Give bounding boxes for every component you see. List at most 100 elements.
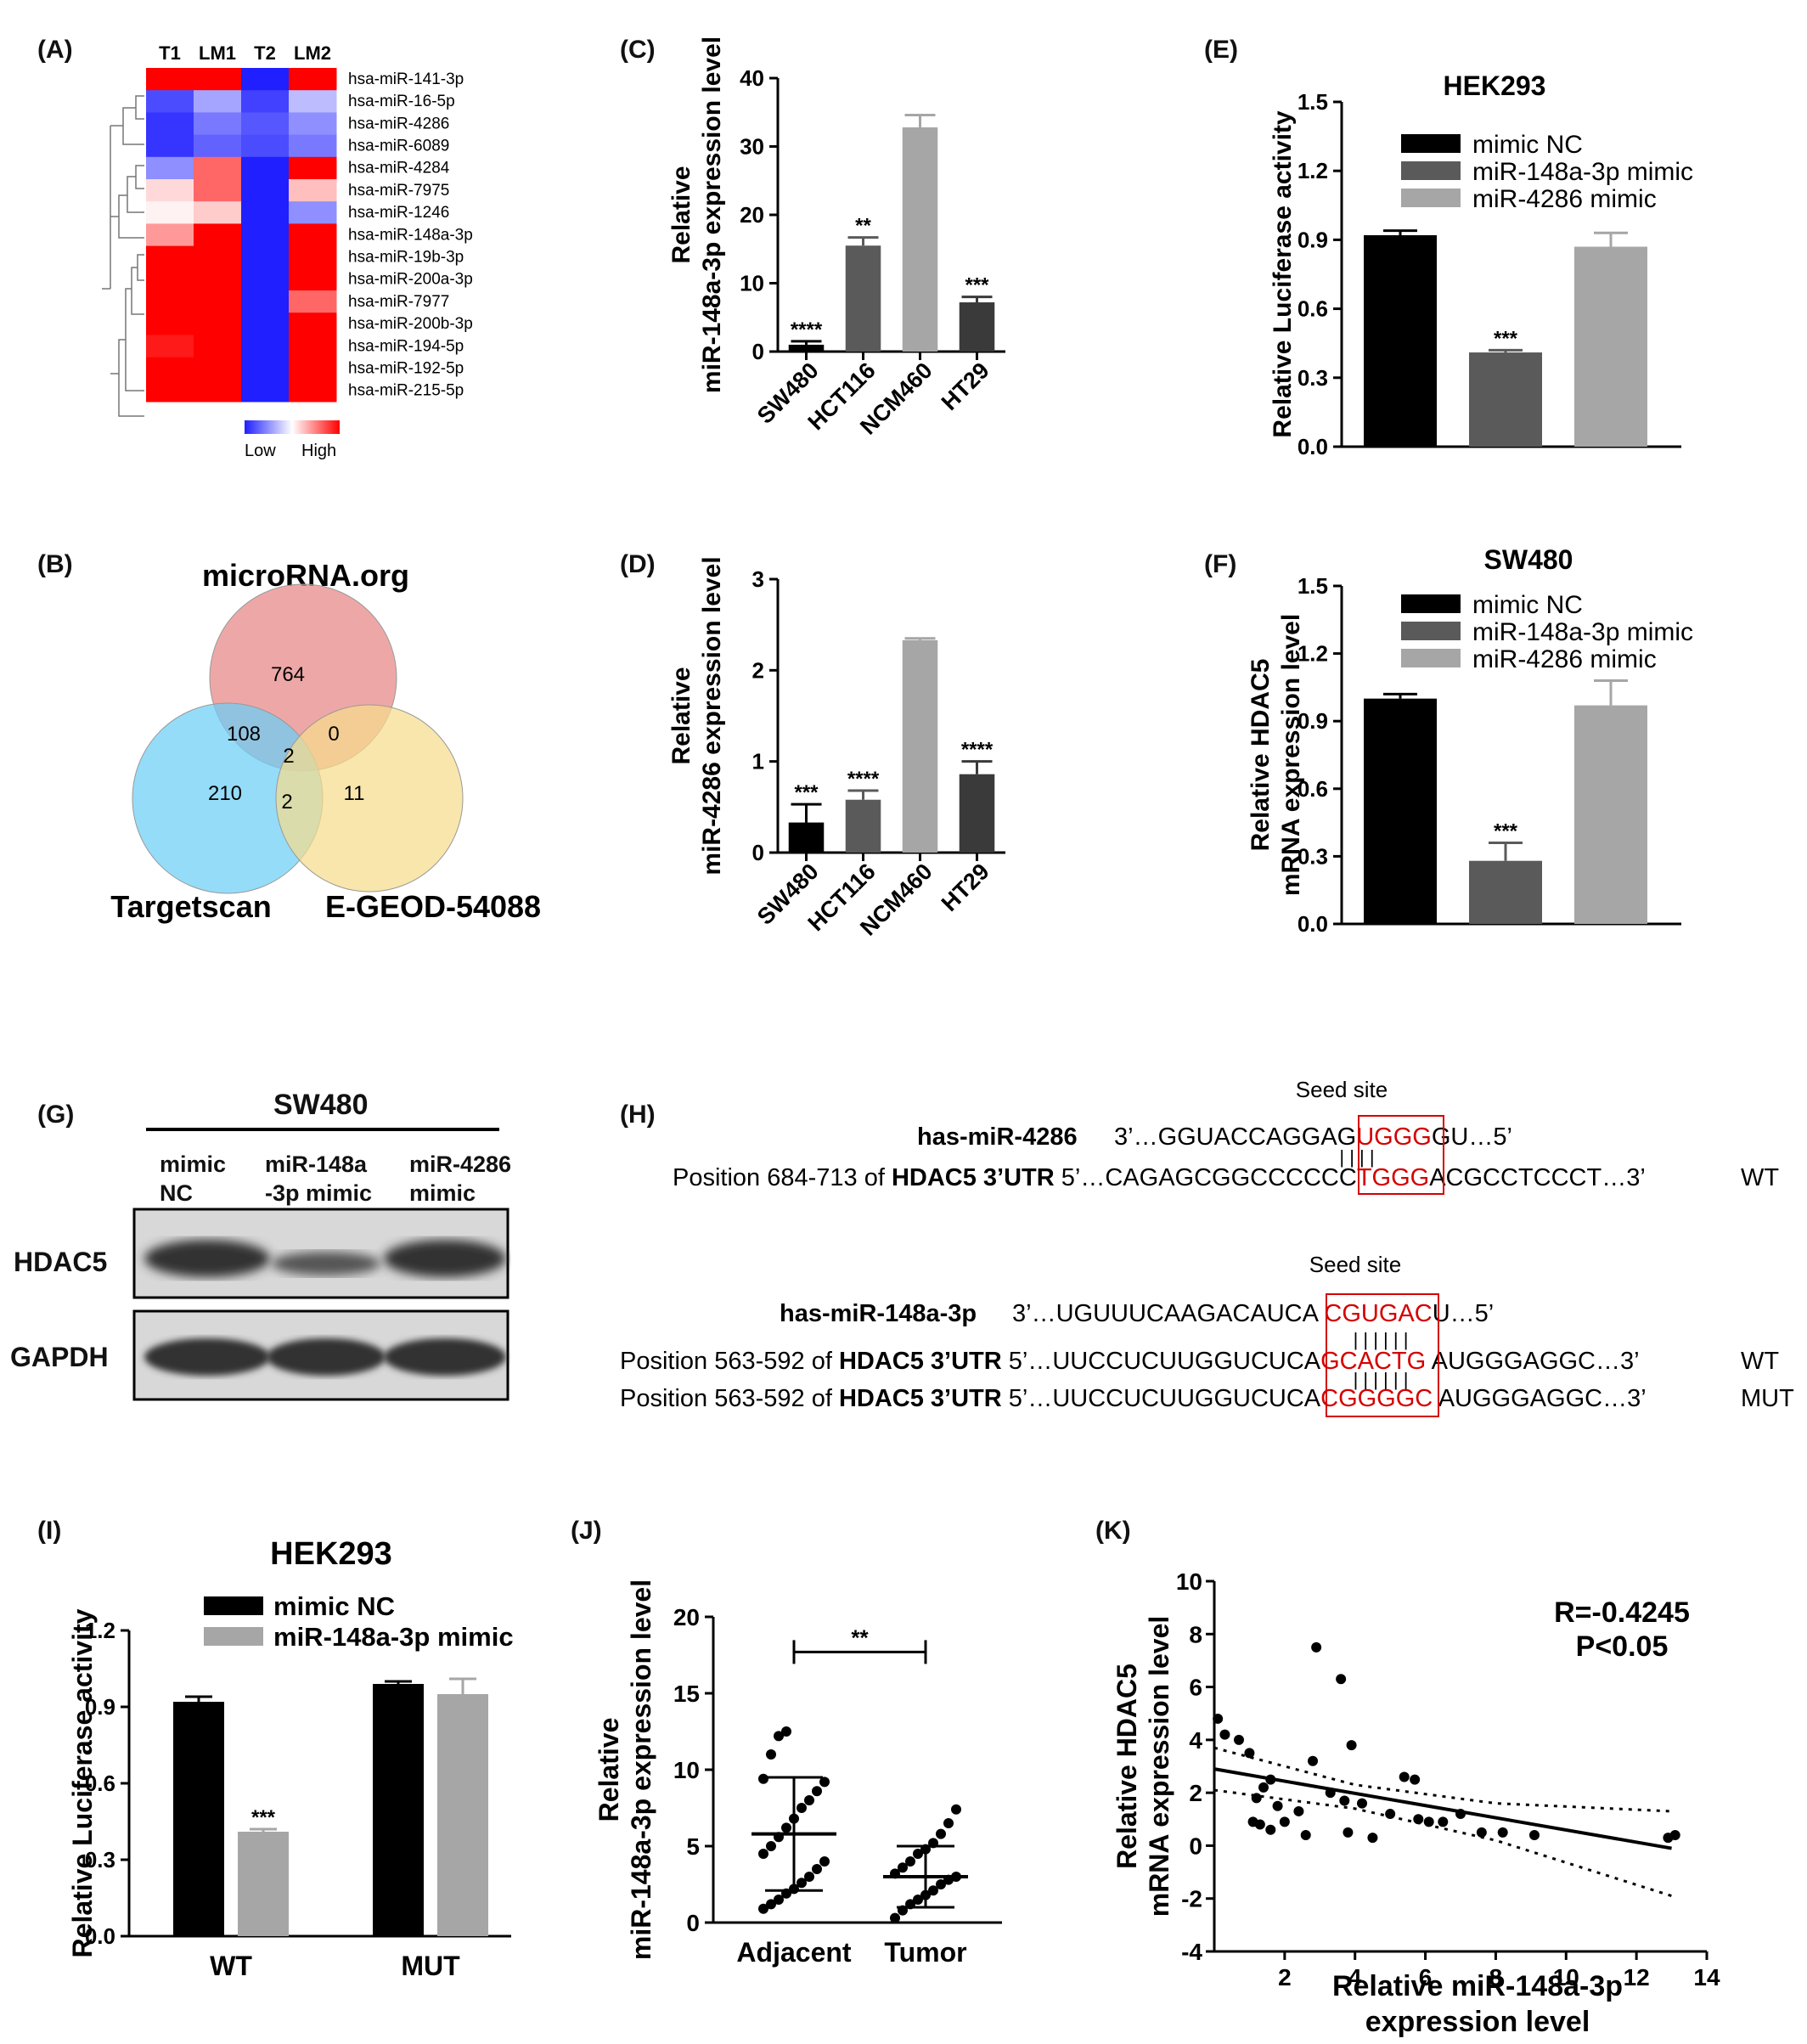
- bar-chart-panel-f: SW480 0.0 0.3 0.6 0.9 1.2 1.5 mimic NC *** miR-14…: [1247, 544, 1693, 937]
- x-tick-label: WT: [210, 1951, 252, 1981]
- data-point: [890, 1912, 900, 1923]
- heatmap-row-label: hsa-miR-7977: [348, 293, 449, 311]
- heatmap-cell: [194, 179, 242, 202]
- y-tick-label: 20: [673, 1604, 700, 1630]
- y-tick-label: 0.0: [1298, 911, 1328, 937]
- x-tick-label: 14: [1693, 1964, 1720, 1991]
- heatmap-cell: [194, 134, 242, 158]
- heatmap-cell: [194, 90, 242, 113]
- data-point: [1410, 1774, 1421, 1785]
- legend-swatch: [1401, 649, 1461, 667]
- heatmap-cell: [241, 90, 290, 113]
- heatmap-cell: [146, 313, 194, 335]
- y-tick-label: -2: [1181, 1886, 1202, 1912]
- heatmap-cell: [146, 379, 194, 403]
- significance-label: ***: [965, 274, 989, 297]
- heatmap-row-label: hsa-miR-16-5p: [348, 93, 455, 110]
- heatmap-col-label: LM1: [199, 42, 236, 64]
- blot-title: SW480: [273, 1089, 369, 1121]
- heatmap-cell: [194, 357, 242, 380]
- data-point: [781, 1726, 791, 1737]
- significance-label: ****: [791, 318, 823, 341]
- y-tick-label: 0.6: [85, 1771, 115, 1796]
- significance-label: ***: [794, 781, 819, 804]
- y-tick-label: 1.2: [1298, 641, 1328, 667]
- seed-pair-ticks-3: | | | | | |: [1354, 1369, 1409, 1390]
- legend-swatch: [1401, 161, 1461, 180]
- y-axis-label: Relative: [667, 667, 695, 764]
- data-point: [1339, 1795, 1350, 1806]
- blot-lane-label-2: miR-148a -3p mimic: [265, 1150, 372, 1208]
- heatmap-cell: [241, 245, 290, 269]
- data-point: [766, 1749, 776, 1760]
- utr1-line: Position 684-713 of HDAC5 3’UTR 5’…CAGAG…: [673, 1164, 1646, 1191]
- heatmap-cell: [241, 379, 290, 403]
- panel-label-j: (J): [571, 1517, 602, 1545]
- data-point: [1346, 1740, 1357, 1751]
- x-tick-label: 10: [1553, 1964, 1579, 1991]
- data-point: [951, 1804, 961, 1815]
- heatmap-cell: [289, 290, 337, 313]
- data-point: [1423, 1816, 1434, 1827]
- bar: [1574, 246, 1647, 447]
- significance-label: ***: [251, 1806, 276, 1829]
- y-tick-label: 0.3: [85, 1847, 115, 1872]
- y-tick-label: 1: [752, 749, 764, 774]
- heatmap-cell: [241, 357, 290, 380]
- venn-circle-geo: [275, 704, 464, 892]
- venn-count-targetscan-geo: 2: [281, 791, 292, 814]
- y-tick-label: 0.6: [1298, 776, 1328, 802]
- y-tick-label: 1.5: [1298, 573, 1328, 599]
- blot-images: [132, 1208, 509, 1401]
- regression-line: [1213, 1767, 1672, 1850]
- y-tick-label: 30: [740, 134, 764, 160]
- data-point: [819, 1856, 830, 1867]
- y-tick-label: 3: [752, 566, 764, 592]
- mir4286-line: has-miR-4286: [917, 1123, 1078, 1151]
- blot-lane-label-3: miR-4286 mimic: [409, 1150, 511, 1208]
- heatmap-cell: [146, 179, 194, 202]
- data-point: [758, 1849, 768, 1859]
- heatmap-cell: [194, 267, 242, 291]
- heatmap-cell: [194, 68, 242, 91]
- bar: [1574, 705, 1647, 924]
- heatmap-cell: [241, 68, 290, 91]
- bar: [373, 1684, 424, 1936]
- data-point: [1343, 1827, 1354, 1838]
- data-point: [774, 1731, 784, 1742]
- data-point: [1385, 1809, 1396, 1820]
- data-point: [774, 1895, 784, 1905]
- panel-label-a: (A): [37, 36, 73, 64]
- heatmap-row-label: hsa-miR-215-5p: [348, 382, 464, 400]
- significance-label: **: [851, 1625, 869, 1650]
- data-point: [1272, 1800, 1283, 1811]
- y-tick-label: 0: [1189, 1833, 1202, 1859]
- legend-label: mimic NC: [1472, 131, 1583, 159]
- mir148-seed: CGUGAC: [1324, 1300, 1432, 1327]
- heatmap-cell: [194, 290, 242, 313]
- heatmap-cell: [194, 335, 242, 358]
- y-tick-label: 0.9: [1298, 708, 1328, 734]
- x-tick-label: 2: [1278, 1964, 1292, 1991]
- heatmap-cell: [289, 379, 337, 403]
- heatmap-labels: T1 LM1 T2 LM2 hsa-miR-141-3p hsa-miR-16-5p hsa…: [159, 42, 473, 400]
- venn-panel-b: microRNA.org 764 210 11 108 0 2 2 Target…: [110, 558, 541, 924]
- y-axis-label: Relative HDAC5: [1247, 659, 1275, 852]
- y-tick-label: 0.3: [1298, 365, 1328, 391]
- sequence-panel-h: Seed site has-miR-4286 3’…GGUACCAGGAGUGG…: [620, 1077, 1794, 1417]
- venn-set-label-targetscan: Targetscan: [110, 889, 271, 924]
- heatmap-col-label: T1: [159, 42, 181, 64]
- utr1-wt-label: WT: [1741, 1164, 1779, 1191]
- legend-label: miR-148a-3p mimic: [1472, 618, 1693, 646]
- heatmap-row-label: hsa-miR-6089: [348, 137, 449, 155]
- heatmap-panel-a: T1 LM1 T2 LM2 hsa-miR-141-3p hsa-miR-16-5p hsa…: [102, 42, 473, 460]
- legend-swatch: [204, 1627, 263, 1646]
- heatmap-row-label: hsa-miR-148a-3p: [348, 226, 473, 244]
- blot-lane-1-line2: NC: [160, 1180, 193, 1206]
- chart-title: SW480: [1484, 544, 1573, 575]
- bar: [902, 127, 938, 352]
- bar: [959, 302, 995, 352]
- heatmap-row-label: hsa-miR-4284: [348, 160, 450, 177]
- y-tick-label: 0.9: [85, 1694, 115, 1720]
- mir4286-seed: UGGG: [1356, 1123, 1432, 1151]
